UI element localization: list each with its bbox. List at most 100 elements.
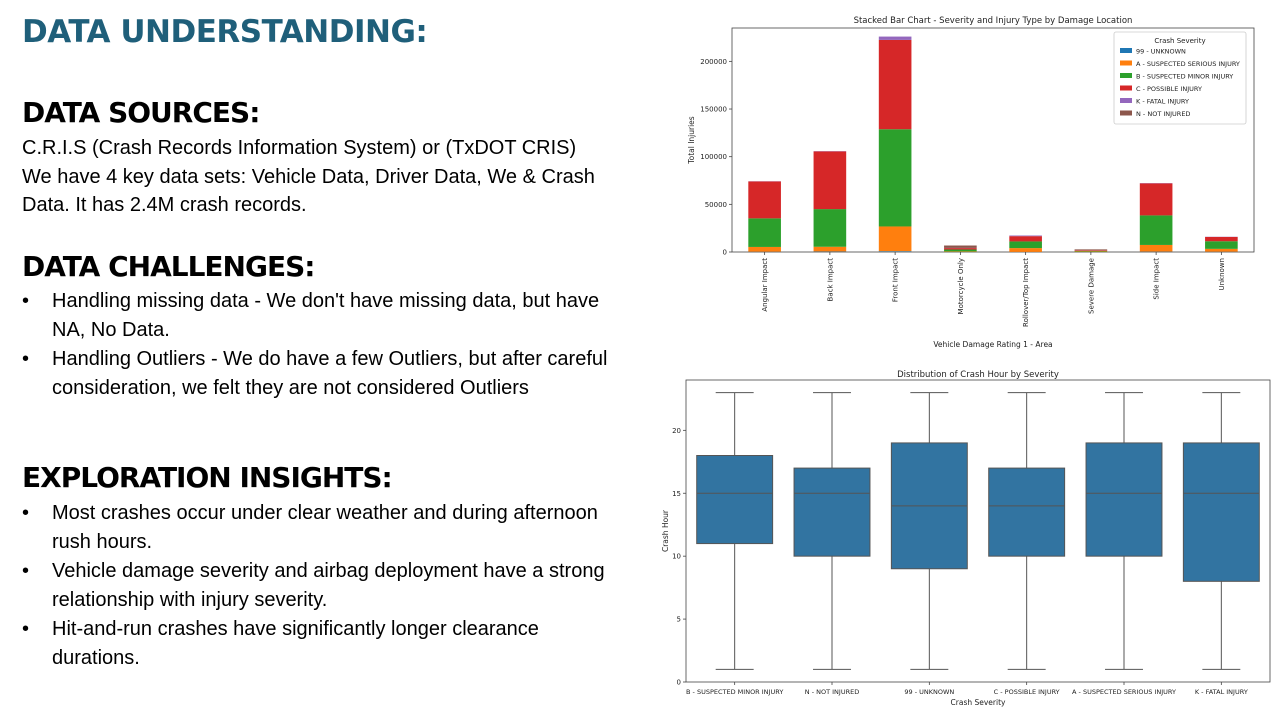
bar-segment [878,129,912,227]
slide-title: DATA UNDERSTANDING: [22,14,428,50]
x-tick-label: Motorcycle Only [957,258,965,314]
box [793,467,871,557]
box [988,467,1066,557]
box [696,455,774,545]
list-item: • Handling missing data - We don't have m… [22,287,632,345]
x-tick-label: Side Impact [1153,258,1161,300]
bar-segment [1205,236,1238,242]
bar-segment [878,36,912,40]
legend-swatch [1120,73,1132,78]
data-sources-text: C.R.I.S (Crash Records Information Syste… [22,134,642,220]
bar-segment [1139,183,1173,216]
y-tick-label: 20 [672,427,681,435]
data-challenges-list: • Handling missing data - We don't have m… [22,287,632,403]
legend-label: N - NOT INJURED [1136,110,1190,118]
y-axis-label: Total Injuries [687,116,696,164]
data-challenges-heading: DATA CHALLENGES: [22,250,315,283]
bar-segment [1009,236,1042,242]
chart-title: Stacked Bar Chart - Severity and Injury … [854,16,1133,26]
x-tick-label: N - NOT INJURED [805,688,859,696]
y-tick-label: 100000 [700,153,727,161]
legend-label: A - SUSPECTED SERIOUS INJURY [1136,60,1240,68]
x-tick-label: C - POSSIBLE INJURY [994,688,1060,696]
x-tick-label: Unknown [1218,258,1226,291]
bullet-icon: • [22,618,30,640]
x-tick-label: Back Impact [826,258,834,302]
bar-segment [1074,249,1108,251]
bar-segment [748,181,781,219]
y-tick-label: 10 [672,553,681,561]
box [1182,442,1260,582]
x-tick-label: B - SUSPECTED MINOR INJURY [686,688,783,696]
bar-segment [944,248,977,250]
x-tick-label: Angular Impact [761,258,769,312]
bullet-icon: • [22,502,30,524]
bar-segment [878,251,912,252]
bullet-icon: • [22,290,30,312]
x-tick-label: Severe Damage [1087,258,1095,314]
list-item: • Most crashes occur under clear weather … [22,499,632,557]
bar-segment [748,218,781,247]
x-tick-label: K - FATAL INJURY [1195,688,1248,696]
y-axis-label: Crash Hour [661,509,670,552]
bar-segment [878,39,912,130]
list-item: • Handling Outliers - We do have a few Ou… [22,345,632,403]
bar-segment [813,151,847,210]
legend-box [1113,31,1247,125]
bullet-icon: • [22,348,30,370]
exploration-insights-list: • Most crashes occur under clear weather … [22,499,632,673]
y-tick-label: 5 [677,616,681,624]
legend-label: B - SUSPECTED MINOR INJURY [1136,73,1233,81]
bar-segment [1074,250,1108,251]
y-tick-label: 15 [672,490,681,498]
x-axis-label: Vehicle Damage Rating 1 - Area [933,340,1052,349]
bullet-text: Vehicle damage severity and airbag deplo… [52,560,605,611]
x-tick-label: Rollover/Top Impact [1022,258,1030,327]
x-tick-label: A - SUSPECTED SERIOUS INJURY [1072,688,1176,696]
legend-title: Crash Severity [1154,37,1205,45]
legend-swatch [1120,110,1132,116]
legend-label: K - FATAL INJURY [1136,98,1189,106]
box [1085,442,1163,557]
y-tick-label: 50000 [705,201,727,209]
bullet-text: Most crashes occur under clear weather a… [52,502,598,553]
bar-segment [813,246,847,252]
bullet-icon: • [22,560,30,582]
bar-segment [1205,248,1238,252]
y-tick-label: 0 [677,679,681,687]
exploration-insights-heading: EXPLORATION INSIGHTS: [22,461,393,494]
plot-frame [731,27,1255,253]
bullet-text: Hit-and-run crashes have significantly l… [52,618,539,669]
bar-segment [1139,244,1173,252]
bar-segment [748,246,781,252]
stacked-bar-chart-svg: Stacked Bar Chart - Severity and Injury … [687,16,1255,349]
data-sources-line: We have 4 key data sets: Vehicle Data, D… [22,165,595,217]
legend-swatch [1120,60,1132,66]
y-tick-label: 200000 [700,58,727,66]
bar-segment [1009,248,1042,252]
bar-segment [1139,215,1173,245]
legend-swatch [1120,48,1132,53]
x-tick-label: Front Impact [892,258,900,302]
bar-segment [1074,250,1108,252]
bar-segment [1009,235,1042,237]
legend-swatch [1120,85,1132,91]
bullet-text: Handling missing data - We don't have mi… [52,290,600,341]
bar-segment [944,245,977,248]
stacked-bar-chart: Stacked Bar Chart - Severity and Injury … [672,8,1264,352]
data-sources-line: C.R.I.S (Crash Records Information Syste… [22,137,577,159]
plot-frame [685,379,1271,683]
list-item: • Vehicle damage severity and airbag depl… [22,557,632,615]
bar-segment [944,249,977,252]
y-tick-label: 150000 [700,106,727,114]
bar-segment [1205,241,1238,249]
bar-segment [878,226,912,252]
bullet-text: Handling Outliers - We do have a few Out… [52,348,608,399]
x-tick-label: 99 - UNKNOWN [904,688,954,696]
box-plot-chart-svg: Distribution of Crash Hour by Severity 0 5… [661,370,1271,707]
data-sources-heading: DATA SOURCES: [22,96,260,129]
legend-swatch [1120,98,1132,103]
y-tick-label: 0 [723,249,727,257]
list-item: • Hit-and-run crashes have significantly … [22,615,632,673]
chart-title: Distribution of Crash Hour by Severity [897,370,1059,380]
